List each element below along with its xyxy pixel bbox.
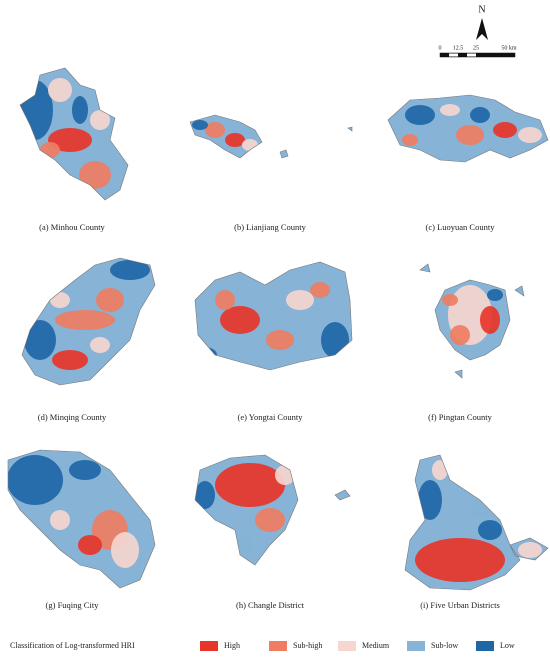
legend-swatch	[407, 641, 425, 651]
hri-zone	[418, 480, 442, 520]
panel-caption: (f) Pingtan County	[428, 412, 492, 422]
hri-zone	[55, 310, 115, 330]
hri-zone	[470, 502, 490, 518]
district-outline	[194, 261, 353, 371]
hri-zone	[440, 104, 460, 116]
hri-zone	[24, 320, 56, 360]
hri-zone	[111, 532, 139, 568]
district-outline	[7, 449, 156, 589]
hri-zone	[8, 455, 63, 505]
hri-zone	[72, 96, 88, 124]
district-outline	[194, 454, 351, 566]
district-base	[190, 115, 352, 158]
legend-swatch	[476, 641, 494, 651]
panel-caption: (e) Yongtai County	[238, 412, 304, 422]
hri-zone	[52, 350, 88, 370]
hri-zone	[110, 260, 150, 280]
hri-zone	[478, 520, 502, 540]
hri-zone	[220, 306, 260, 334]
district-map	[388, 95, 548, 162]
scale-bar: 0 12.5 25 50 km	[439, 45, 517, 58]
panel-caption: (h) Changle District	[236, 600, 305, 610]
hri-zone	[69, 460, 101, 480]
legend-swatch	[338, 641, 356, 651]
hri-zone	[450, 325, 470, 345]
district-outline	[21, 257, 156, 386]
hri-zone	[405, 105, 435, 125]
legend-label: Medium	[362, 641, 390, 650]
hri-zone	[225, 133, 245, 147]
district-map	[420, 264, 524, 378]
hri-zone	[50, 510, 70, 530]
hri-zone	[321, 322, 349, 358]
hri-zone	[40, 142, 60, 158]
scale-label: 50 km	[501, 45, 517, 51]
legend-swatch	[269, 641, 287, 651]
hri-zone	[255, 508, 285, 532]
hri-zone	[48, 128, 92, 152]
legend: High Sub-high Medium Sub-low Low	[200, 641, 515, 651]
legend-label: High	[224, 641, 240, 650]
hri-zone	[402, 134, 418, 146]
hri-zone	[79, 161, 111, 189]
hri-zone	[242, 139, 258, 151]
hri-zone	[442, 294, 458, 306]
hri-zone	[195, 347, 217, 363]
panel-caption: (d) Minqing County	[38, 412, 107, 422]
legend-swatch	[200, 641, 218, 651]
hri-zone	[237, 535, 253, 555]
hri-zone	[90, 110, 110, 130]
district-outline	[404, 454, 549, 591]
panel-caption: (b) Lianjiang County	[234, 222, 307, 232]
hri-zone	[96, 288, 124, 312]
district-map	[405, 455, 548, 590]
hri-zone	[266, 330, 294, 350]
district-map	[22, 258, 155, 385]
district-map	[195, 262, 352, 370]
hri-zone	[493, 122, 517, 138]
district-outline	[189, 114, 353, 159]
hri-zone	[215, 463, 285, 507]
hri-zone	[470, 107, 490, 123]
district-map	[195, 455, 350, 565]
hri-zone	[518, 542, 542, 558]
legend-label: Sub-low	[431, 641, 458, 650]
hri-zone	[205, 122, 225, 138]
north-label: N	[478, 4, 485, 15]
hri-zone	[487, 289, 503, 301]
district-outline	[387, 94, 549, 163]
panels: (a) Minhou County (b) Lianjiang County (c)…	[7, 67, 549, 610]
hri-zone	[192, 120, 208, 130]
hri-zone	[90, 337, 110, 353]
legend-title: Classification of Log-transformed HRI	[10, 641, 135, 650]
panel-caption: (i) Five Urban Districts	[420, 600, 500, 610]
north-arrow	[476, 18, 488, 40]
hri-zone	[286, 290, 314, 310]
hri-zone	[432, 460, 448, 480]
hri-zone	[518, 127, 542, 143]
district-map	[190, 115, 352, 158]
hri-zone	[415, 538, 505, 582]
hri-zone	[78, 535, 102, 555]
hri-zone	[50, 292, 70, 308]
panel-caption: (g) Fuqing City	[46, 600, 100, 610]
district-map	[8, 450, 155, 588]
hri-zone	[275, 465, 295, 485]
panel-caption: (a) Minhou County	[39, 222, 105, 232]
district-outline	[419, 263, 525, 379]
hri-zone	[480, 306, 500, 334]
hri-zone	[215, 290, 235, 310]
scale-label: 12.5	[453, 45, 464, 51]
legend-label: Low	[500, 641, 515, 650]
scale-label: 0	[439, 45, 442, 51]
panel-caption: (c) Luoyuan County	[426, 222, 496, 232]
hri-zone	[48, 78, 72, 102]
scale-label: 25	[473, 45, 479, 51]
hri-zone	[195, 481, 215, 509]
hri-zone	[456, 125, 484, 145]
hri-zone	[310, 282, 330, 298]
district-outline	[19, 67, 129, 201]
legend-label: Sub-high	[293, 641, 322, 650]
